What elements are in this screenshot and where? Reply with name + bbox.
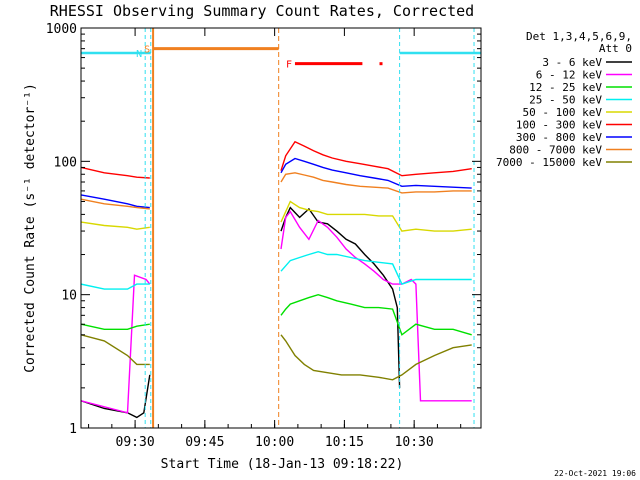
x-tick-label: 10:30	[395, 435, 434, 450]
legend-header-line-1: Det 1,3,4,5,6,9,	[526, 30, 632, 43]
series-line-2-1	[280, 293, 472, 336]
chart-title: RHESSI Observing Summary Count Rates, Co…	[50, 2, 474, 20]
legend-entry-label: 300 - 800 keV	[516, 131, 602, 144]
y-tick-label: 1000	[46, 22, 77, 37]
series-line-2-0	[81, 323, 150, 330]
series-line-7-0	[81, 198, 150, 210]
series-line-3-1	[280, 250, 472, 285]
annotation-label-f: F	[286, 60, 292, 71]
series-line-1-0	[81, 274, 151, 414]
series-line-8-0	[81, 334, 150, 366]
series-group	[81, 140, 472, 419]
axis-layer: 09:30 09:45 10:00 10:15 10:30 1 10 100 1000	[46, 22, 481, 450]
annotation-label-n: N	[136, 49, 142, 60]
annotation-layer: SN F	[81, 28, 481, 428]
annotation-label-s: S	[144, 45, 150, 56]
legend-entry-label: 3 - 6 keV	[542, 56, 602, 69]
y-tick-label: 1	[69, 422, 77, 437]
legend-header-line-2: Att 0	[599, 42, 632, 55]
legend-entry-label: 7000 - 15000 keV	[496, 156, 602, 169]
y-tick-label: 100	[54, 155, 77, 170]
x-axis-label: Start Time (18-Jan-13 09:18:22)	[161, 457, 404, 472]
y-tick-label: 10	[61, 289, 77, 304]
x-tick-label: 09:45	[185, 435, 224, 450]
x-tick-label: 10:00	[255, 435, 294, 450]
y-axis-label: Corrected Count Rate (s⁻¹ detector⁻¹)	[23, 83, 38, 373]
series-line-6-0	[81, 194, 150, 209]
legend-entry-label: 50 - 100 keV	[523, 106, 603, 119]
series-line-5-1	[280, 140, 472, 177]
series-line-4-0	[81, 221, 150, 230]
series-line-4-1	[280, 200, 472, 232]
legend-entry-label: 12 - 25 keV	[529, 81, 602, 94]
x-tick-label: 10:15	[325, 435, 364, 450]
x-tick-label: 09:30	[116, 435, 155, 450]
plot-area	[81, 140, 472, 419]
plot-frame	[80, 27, 482, 429]
legend-entry-label: 800 - 7000 keV	[509, 144, 602, 157]
series-line-8-1	[280, 334, 472, 381]
series-line-7-1	[280, 172, 472, 194]
series-line-5-0	[81, 166, 150, 179]
series-line-1-1	[280, 210, 472, 402]
series-line-3-0	[81, 283, 150, 290]
flare-marker-dot	[379, 62, 383, 66]
series-line-6-1	[280, 157, 472, 189]
legend-entry-label: 25 - 50 keV	[529, 94, 602, 107]
legend-entry-label: 100 - 300 keV	[516, 119, 602, 132]
timestamp: 22-Oct-2021 19:06	[554, 469, 636, 478]
legend-entry-label: 6 - 12 keV	[536, 69, 603, 82]
